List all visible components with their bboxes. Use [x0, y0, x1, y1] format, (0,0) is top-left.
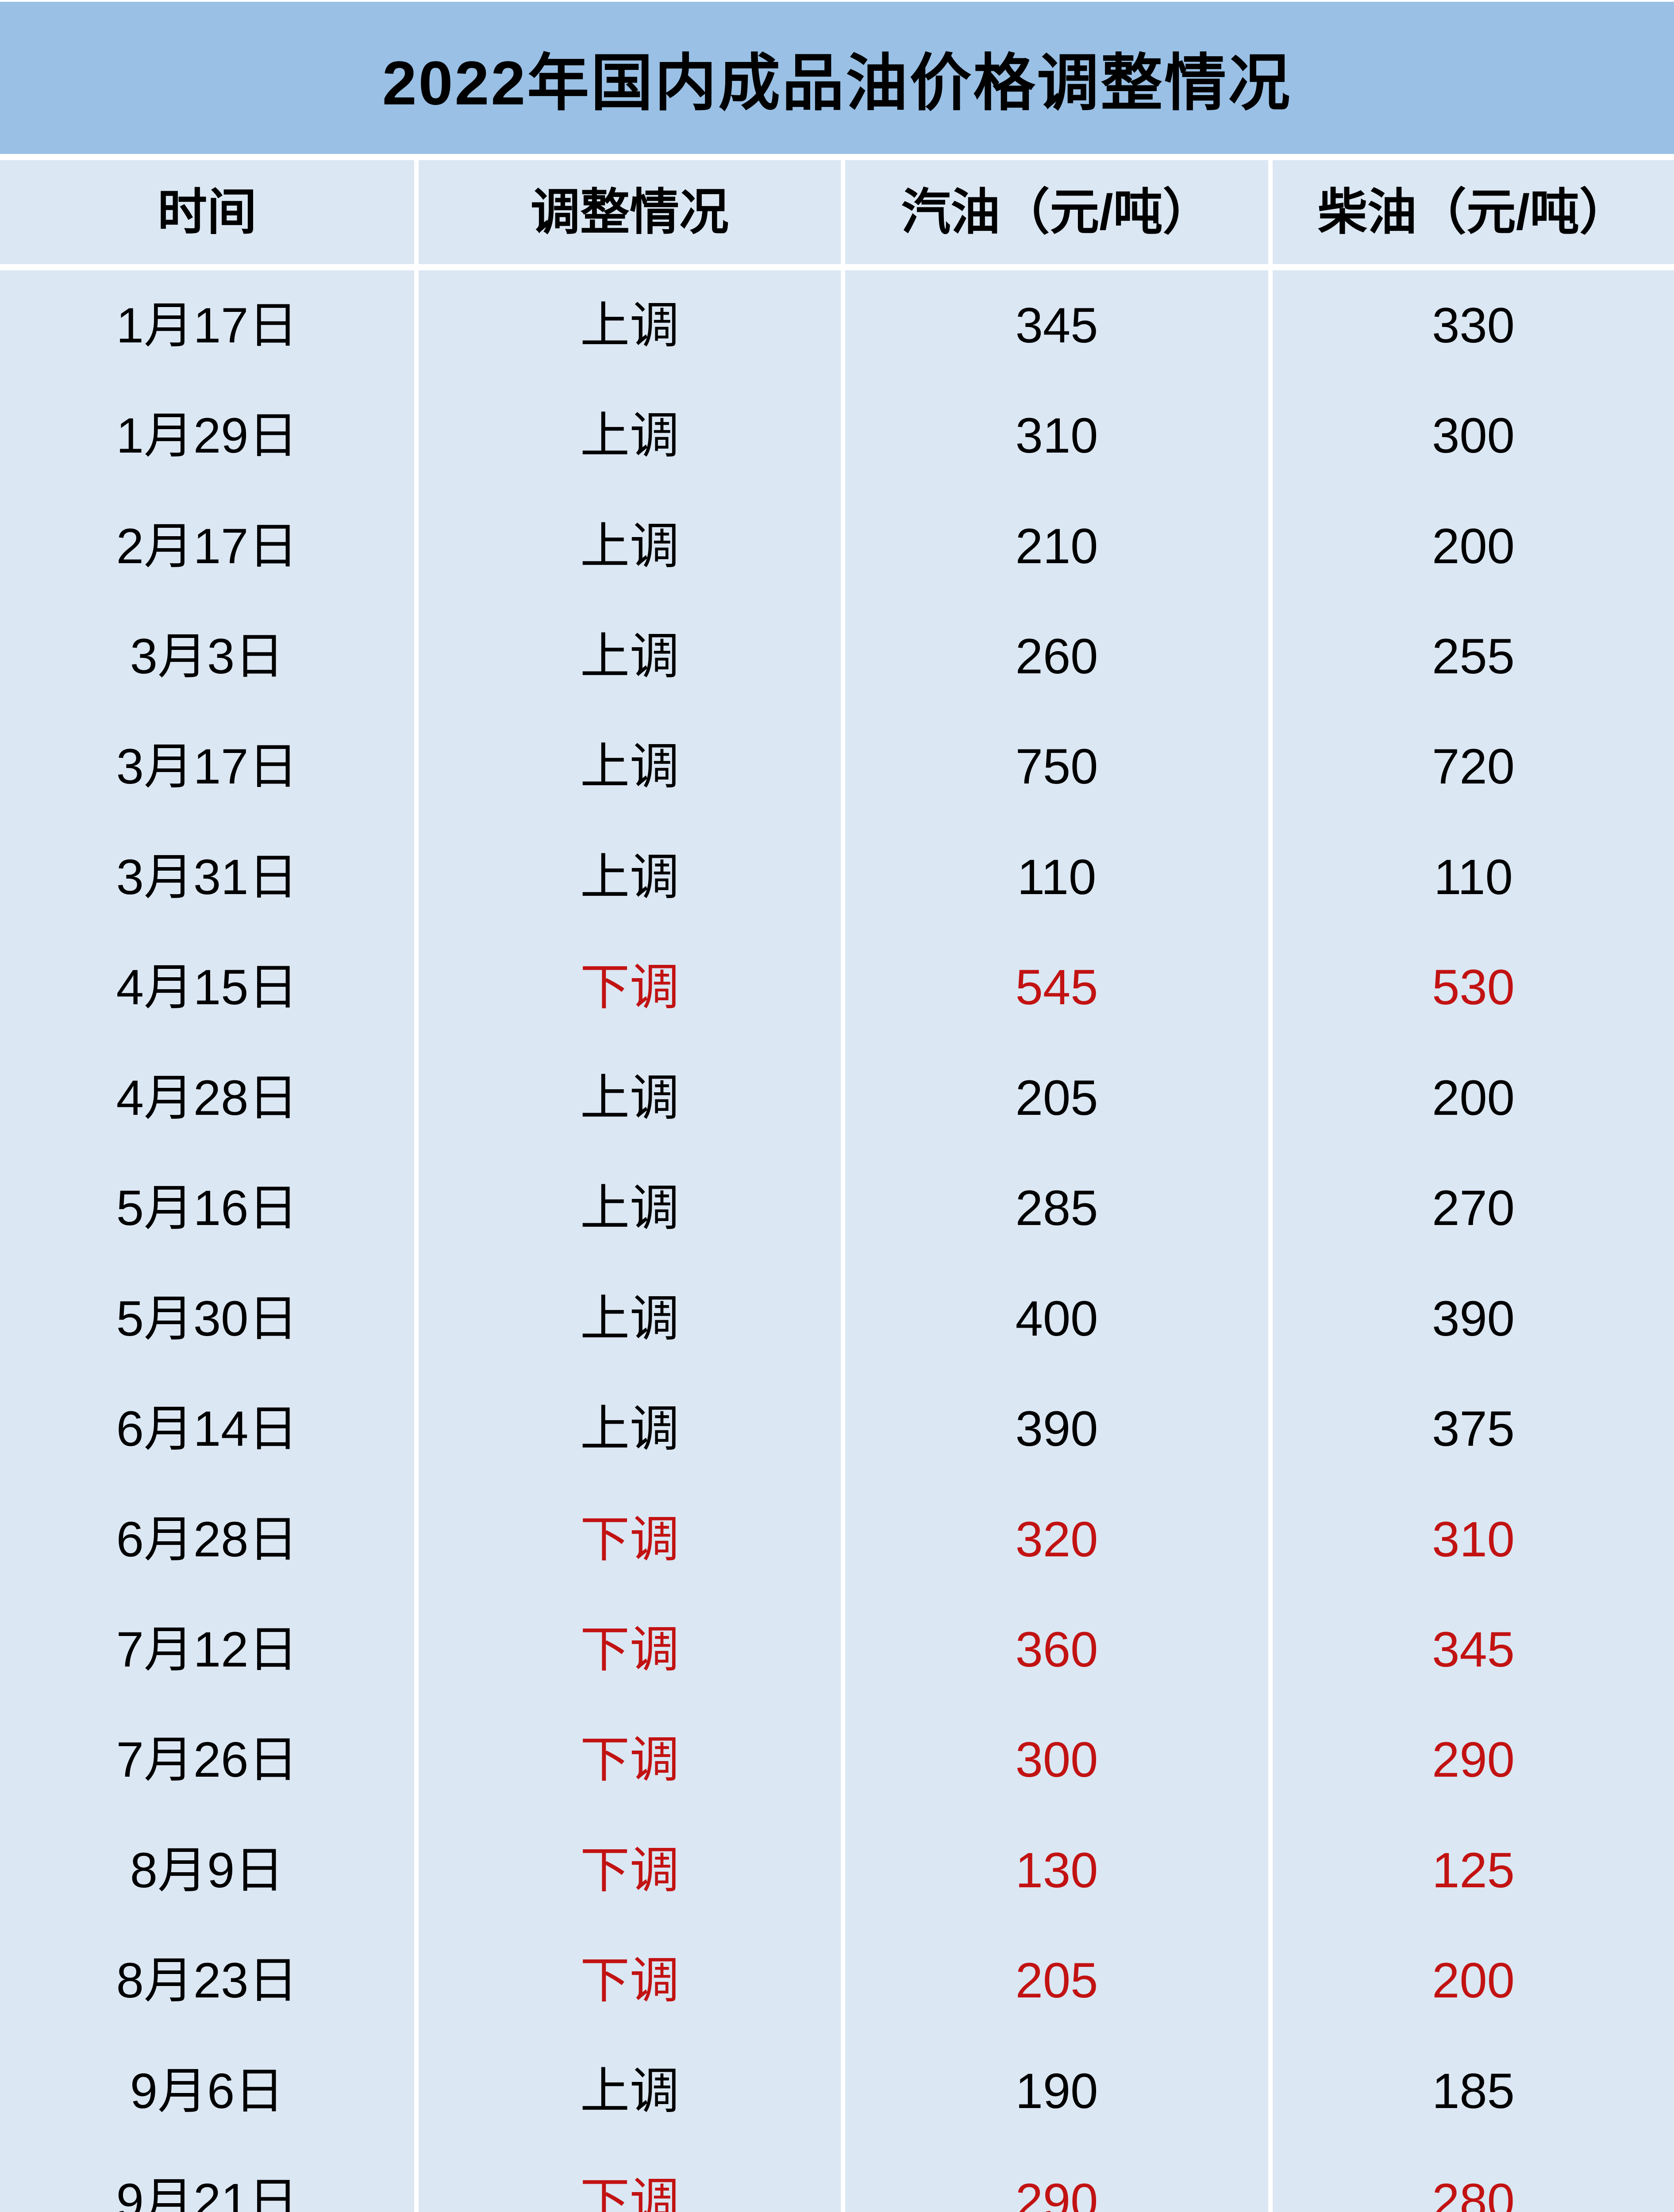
row-diesel-value: 270: [1273, 1153, 1674, 1263]
row-date: 6月14日: [0, 1374, 414, 1484]
row-adjustment: 上调: [419, 1374, 841, 1484]
row-adjustment: 上调: [419, 1153, 841, 1263]
row-adjustment: 上调: [419, 270, 841, 381]
column-header-gasoline: 汽油（元/吨）: [845, 160, 1268, 264]
row-adjustment: 下调: [419, 1594, 841, 1705]
page-title: 2022年国内成品油价格调整情况: [382, 48, 1292, 118]
row-gasoline-value: 205: [845, 1043, 1268, 1153]
row-adjustment: 上调: [419, 601, 841, 712]
top-margin: [0, 0, 1674, 2]
row-date: 8月23日: [0, 1925, 414, 2036]
row-diesel-value: 200: [1273, 1925, 1674, 2036]
row-adjustment: 下调: [419, 1705, 841, 1816]
row-adjustment: 上调: [419, 711, 841, 822]
row-diesel-value: 310: [1273, 1484, 1674, 1595]
column-header-diesel: 柴油（元/吨）: [1273, 160, 1674, 264]
row-adjustment: 下调: [419, 1484, 841, 1595]
row-diesel-value: 330: [1273, 270, 1674, 381]
row-diesel-value: 255: [1273, 601, 1674, 712]
row-gasoline-value: 750: [845, 711, 1268, 822]
column-header-time: 时间: [0, 160, 414, 264]
row-gasoline-value: 545: [845, 932, 1268, 1043]
row-gasoline-value: 260: [845, 601, 1268, 712]
row-gasoline-value: 390: [845, 1374, 1268, 1484]
row-date: 1月29日: [0, 380, 414, 491]
row-adjustment: 上调: [419, 2036, 841, 2147]
row-date: 1月17日: [0, 270, 414, 381]
row-diesel-value: 185: [1273, 2036, 1674, 2147]
row-gasoline-value: 110: [845, 822, 1268, 933]
row-gasoline-value: 205: [845, 1925, 1268, 2036]
row-date: 5月30日: [0, 1263, 414, 1374]
row-date: 7月12日: [0, 1594, 414, 1705]
row-diesel-value: 290: [1273, 1705, 1674, 1816]
row-date: 6月28日: [0, 1484, 414, 1595]
row-date: 3月17日: [0, 711, 414, 822]
row-diesel-value: 110: [1273, 822, 1674, 933]
row-date: 9月6日: [0, 2036, 414, 2147]
row-gasoline-value: 130: [845, 1815, 1268, 1926]
row-diesel-value: 200: [1273, 1043, 1674, 1153]
row-date: 5月16日: [0, 1153, 414, 1263]
row-diesel-value: 300: [1273, 380, 1674, 491]
row-date: 8月9日: [0, 1815, 414, 1926]
row-date: 7月26日: [0, 1705, 414, 1816]
row-gasoline-value: 310: [845, 380, 1268, 491]
row-adjustment: 上调: [419, 1043, 841, 1153]
row-adjustment: 上调: [419, 491, 841, 602]
row-gasoline-value: 345: [845, 270, 1268, 381]
column-header-adjustment: 调整情况: [419, 160, 841, 264]
row-diesel-value: 200: [1273, 491, 1674, 602]
table-header-row: 时间 调整情况 汽油（元/吨） 柴油（元/吨）: [0, 160, 1674, 264]
title-bar: 2022年国内成品油价格调整情况: [0, 2, 1674, 154]
row-gasoline-value: 190: [845, 2036, 1268, 2147]
divider: [0, 264, 1674, 270]
row-diesel-value: 345: [1273, 1594, 1674, 1705]
row-diesel-value: 530: [1273, 932, 1674, 1043]
row-date: 9月21日: [0, 2146, 414, 2212]
row-adjustment: 下调: [419, 932, 841, 1043]
row-adjustment: 下调: [419, 2146, 841, 2212]
row-adjustment: 下调: [419, 1815, 841, 1926]
row-gasoline-value: 290: [845, 2146, 1268, 2212]
row-gasoline-value: 300: [845, 1705, 1268, 1816]
row-diesel-value: 390: [1273, 1263, 1674, 1374]
row-diesel-value: 125: [1273, 1815, 1674, 1926]
row-date: 2月17日: [0, 491, 414, 602]
row-diesel-value: 375: [1273, 1374, 1674, 1484]
row-diesel-value: 280: [1273, 2146, 1674, 2212]
row-date: 3月31日: [0, 822, 414, 933]
row-date: 4月28日: [0, 1043, 414, 1153]
row-adjustment: 下调: [419, 1925, 841, 2036]
row-gasoline-value: 210: [845, 491, 1268, 602]
row-diesel-value: 720: [1273, 711, 1674, 822]
row-gasoline-value: 400: [845, 1263, 1268, 1374]
row-gasoline-value: 360: [845, 1594, 1268, 1705]
row-date: 3月3日: [0, 601, 414, 712]
row-adjustment: 上调: [419, 1263, 841, 1374]
table-body: 1月17日 上调 345 330 1月29日 上调 310 300 2月17日 …: [0, 270, 1674, 2212]
row-gasoline-value: 320: [845, 1484, 1268, 1595]
row-adjustment: 上调: [419, 380, 841, 491]
divider: [0, 154, 1674, 160]
row-date: 4月15日: [0, 932, 414, 1043]
row-gasoline-value: 285: [845, 1153, 1268, 1263]
row-adjustment: 上调: [419, 822, 841, 933]
